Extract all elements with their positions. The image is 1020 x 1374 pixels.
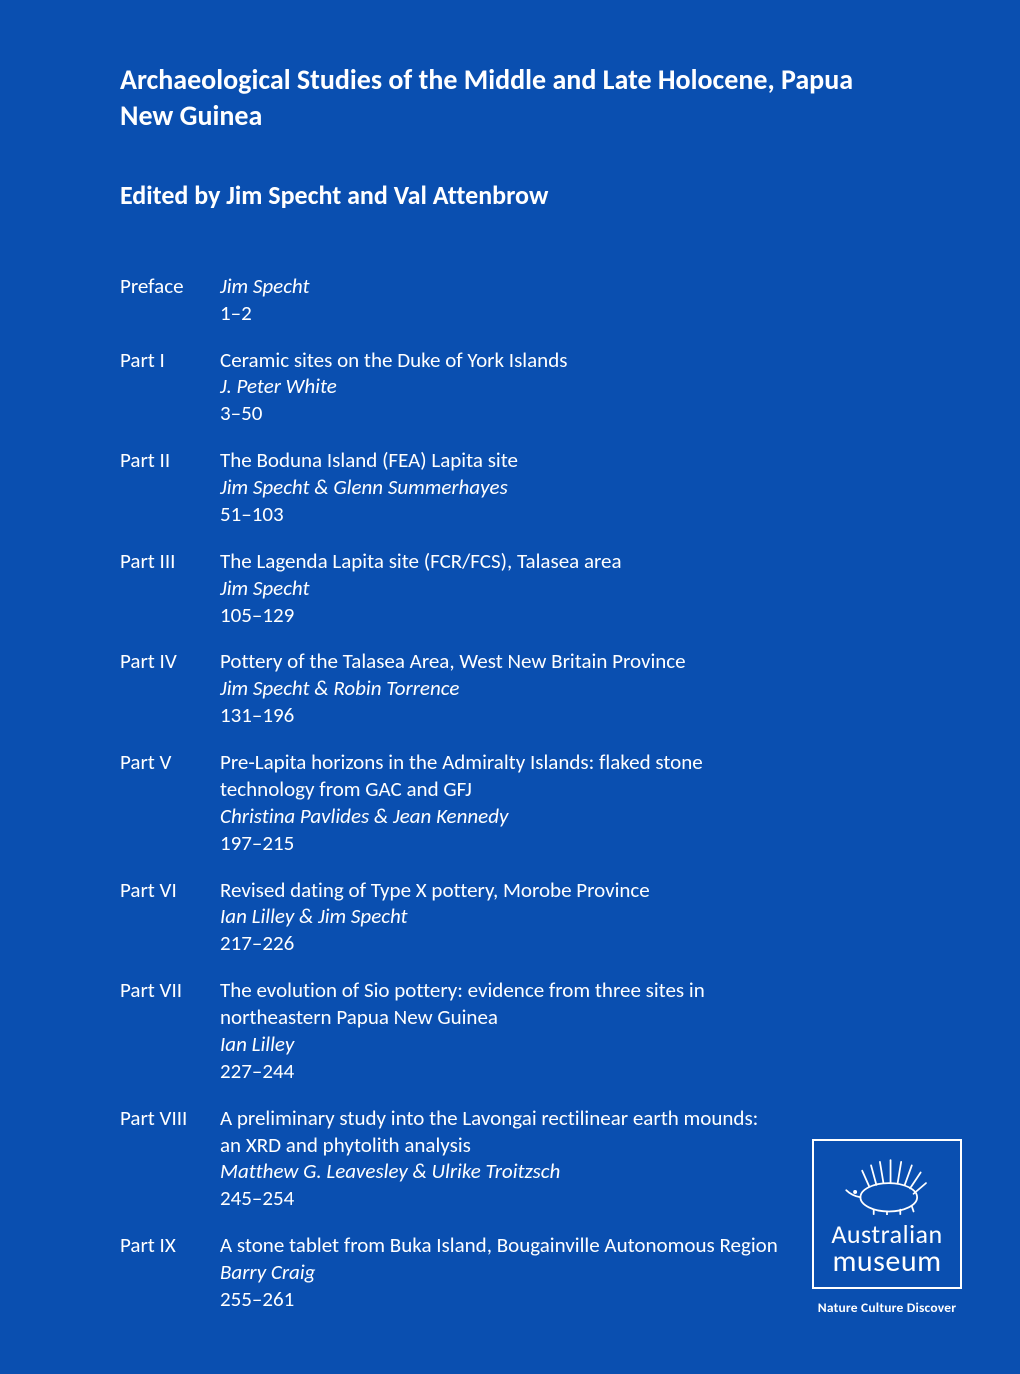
toc-entry-author: Jim Specht & Robin Torrence: [220, 675, 780, 702]
toc-row: Part VIIIA preliminary study into the La…: [120, 1105, 900, 1213]
toc-label: Part VII: [120, 977, 220, 1085]
toc-label: Part VIII: [120, 1105, 220, 1213]
toc-entry-body: Pottery of the Talasea Area, West New Br…: [220, 648, 780, 729]
toc-entry-pages: 197–215: [220, 830, 780, 857]
logo-tagline: Nature Culture Discover: [812, 1299, 962, 1316]
toc-entry-body: Ceramic sites on the Duke of York Island…: [220, 347, 780, 428]
toc-label: Part IX: [120, 1232, 220, 1313]
toc-entry-title: The Boduna Island (FEA) Lapita site: [220, 447, 780, 474]
toc-entry-pages: 245–254: [220, 1185, 780, 1212]
toc-entry-body: Revised dating of Type X pottery, Morobe…: [220, 877, 780, 958]
toc-row: Part VPre-Lapita horizons in the Admiral…: [120, 749, 900, 857]
toc-entry-title: The Lagenda Lapita site (FCR/FCS), Talas…: [220, 548, 780, 575]
toc-entry-pages: 131–196: [220, 702, 780, 729]
logo-box: Australian museum: [812, 1139, 962, 1289]
echidna-icon: [842, 1153, 932, 1215]
document-title: Archaeological Studies of the Middle and…: [120, 62, 900, 135]
toc-entry-author: Ian Lilley: [220, 1031, 780, 1058]
toc-label: Part II: [120, 447, 220, 528]
toc-label: Part IV: [120, 648, 220, 729]
toc-entry-pages: 1–2: [220, 300, 780, 327]
toc-entry-title: A preliminary study into the Lavongai re…: [220, 1105, 780, 1159]
toc-label: Part VI: [120, 877, 220, 958]
toc-row: Part VIIThe evolution of Sio pottery: ev…: [120, 977, 900, 1085]
toc-entry-body: The evolution of Sio pottery: evidence f…: [220, 977, 780, 1085]
toc-label: Part III: [120, 548, 220, 629]
toc-row: Part IXA stone tablet from Buka Island, …: [120, 1232, 900, 1313]
toc-entry-author: Jim Specht: [220, 273, 780, 300]
toc-entry-body: A stone tablet from Buka Island, Bougain…: [220, 1232, 780, 1313]
toc-entry-author: Barry Craig: [220, 1259, 780, 1286]
toc-entry-pages: 51–103: [220, 501, 780, 528]
toc-row: PrefaceJim Specht1–2: [120, 273, 900, 327]
toc-row: Part ICeramic sites on the Duke of York …: [120, 347, 900, 428]
toc-entry-pages: 255–261: [220, 1286, 780, 1313]
toc-entry-body: The Boduna Island (FEA) Lapita siteJim S…: [220, 447, 780, 528]
editors-line: Edited by Jim Specht and Val Attenbrow: [120, 179, 900, 211]
toc-entry-title: Pottery of the Talasea Area, West New Br…: [220, 648, 780, 675]
toc-row: Part IIThe Boduna Island (FEA) Lapita si…: [120, 447, 900, 528]
toc-entry-author: Jim Specht & Glenn Summerhayes: [220, 474, 780, 501]
toc-entry-title: Pre-Lapita horizons in the Admiralty Isl…: [220, 749, 780, 803]
toc-entry-author: Ian Lilley & Jim Specht: [220, 903, 780, 930]
publisher-logo: Australian museum Nature Culture Discove…: [812, 1139, 962, 1316]
toc-label: Part I: [120, 347, 220, 428]
toc-entry-pages: 105–129: [220, 602, 780, 629]
toc-entry-body: Jim Specht1–2: [220, 273, 780, 327]
toc-entry-title: Ceramic sites on the Duke of York Island…: [220, 347, 780, 374]
document-page: Archaeological Studies of the Middle and…: [0, 0, 1020, 1374]
toc-row: Part IIIThe Lagenda Lapita site (FCR/FCS…: [120, 548, 900, 629]
toc-label: Part V: [120, 749, 220, 857]
toc-entry-author: Matthew G. Leavesley & Ulrike Troitzsch: [220, 1158, 780, 1185]
toc-entry-title: Revised dating of Type X pottery, Morobe…: [220, 877, 780, 904]
toc-label: Preface: [120, 273, 220, 327]
toc-entry-author: Jim Specht: [220, 575, 780, 602]
toc-entry-body: The Lagenda Lapita site (FCR/FCS), Talas…: [220, 548, 780, 629]
toc-entry-author: Christina Pavlides & Jean Kennedy: [220, 803, 780, 830]
toc-entry-author: J. Peter White: [220, 373, 780, 400]
table-of-contents: PrefaceJim Specht1–2Part ICeramic sites …: [120, 273, 900, 1313]
toc-entry-pages: 227–244: [220, 1058, 780, 1085]
toc-entry-body: Pre-Lapita horizons in the Admiralty Isl…: [220, 749, 780, 857]
toc-entry-body: A preliminary study into the Lavongai re…: [220, 1105, 780, 1213]
toc-entry-pages: 3–50: [220, 400, 780, 427]
toc-entry-title: A stone tablet from Buka Island, Bougain…: [220, 1232, 780, 1259]
toc-entry-pages: 217–226: [220, 930, 780, 957]
toc-row: Part IVPottery of the Talasea Area, West…: [120, 648, 900, 729]
logo-text-line2: museum: [832, 1247, 941, 1277]
toc-row: Part VIRevised dating of Type X pottery,…: [120, 877, 900, 958]
toc-entry-title: The evolution of Sio pottery: evidence f…: [220, 977, 780, 1031]
